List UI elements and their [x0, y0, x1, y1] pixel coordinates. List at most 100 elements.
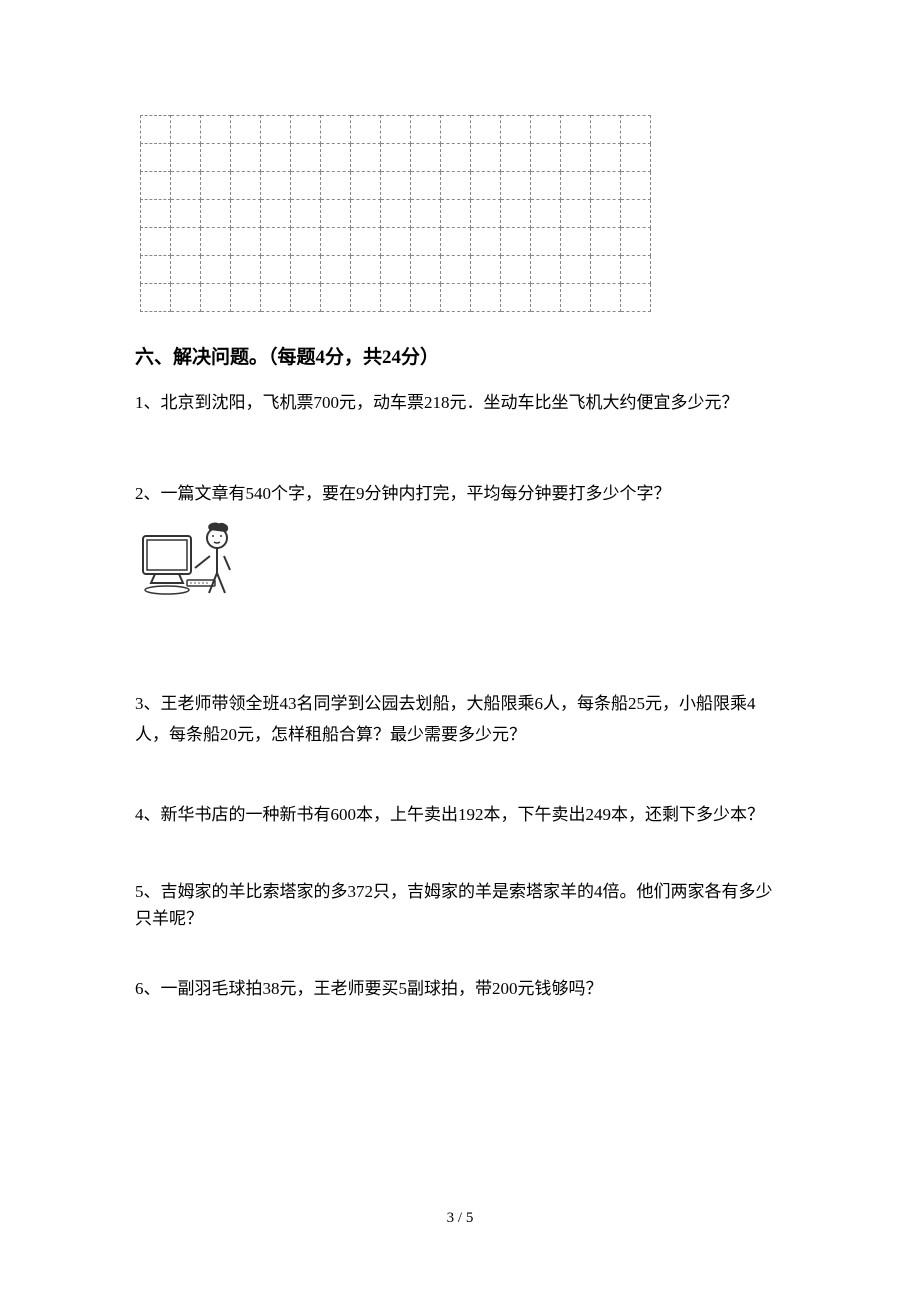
grid-cell: [531, 172, 561, 200]
grid-cell: [531, 116, 561, 144]
grid-cell: [411, 144, 441, 172]
grid-cell: [171, 172, 201, 200]
grid-cell: [351, 284, 381, 312]
grid-cell: [561, 172, 591, 200]
grid-cell: [501, 256, 531, 284]
grid-cell: [231, 172, 261, 200]
grid-cell: [501, 284, 531, 312]
grid-cell: [201, 228, 231, 256]
grid-cell: [411, 256, 441, 284]
grid-cell: [501, 228, 531, 256]
grid-cell: [561, 256, 591, 284]
grid-cell: [171, 228, 201, 256]
grid-cell: [381, 172, 411, 200]
grid-cell: [171, 116, 201, 144]
grid-cell: [291, 116, 321, 144]
grid-cell: [321, 116, 351, 144]
grid-cell: [471, 172, 501, 200]
section-header: 六、解决问题。（每题4分，共24分）: [135, 342, 785, 369]
grid-cell: [321, 228, 351, 256]
grid-cell: [231, 200, 261, 228]
grid-cell: [441, 144, 471, 172]
grid-cell: [141, 200, 171, 228]
grid-cell: [261, 284, 291, 312]
grid-cell: [351, 200, 381, 228]
grid-cell: [531, 200, 561, 228]
grid-cell: [141, 228, 171, 256]
question-4: 4、新华书店的一种新书有600本，上午卖出192本，下午卖出249本，还剩下多少…: [135, 799, 785, 830]
grid-cell: [381, 256, 411, 284]
grid-cell: [591, 172, 621, 200]
question-2: 2、一篇文章有540个字，要在9分钟内打完，平均每分钟要打多少个字？: [135, 478, 785, 509]
grid-cell: [231, 228, 261, 256]
grid-cell: [591, 284, 621, 312]
grid-cell: [471, 284, 501, 312]
grid-cell: [171, 200, 201, 228]
grid-cell: [141, 172, 171, 200]
grid-cell: [261, 144, 291, 172]
grid-cell: [141, 116, 171, 144]
grid-cell: [291, 172, 321, 200]
grid-cell: [201, 256, 231, 284]
grid-cell: [471, 116, 501, 144]
grid-cell: [321, 256, 351, 284]
grid-cell: [321, 144, 351, 172]
grid-cell: [621, 228, 651, 256]
grid-cell: [441, 172, 471, 200]
grid-cell: [231, 144, 261, 172]
grid-cell: [621, 284, 651, 312]
grid-cell: [291, 256, 321, 284]
grid-cell: [381, 116, 411, 144]
grid-cell: [381, 144, 411, 172]
grid-cell: [441, 116, 471, 144]
grid-cell: [171, 284, 201, 312]
grid-cell: [141, 256, 171, 284]
grid-cell: [501, 116, 531, 144]
grid-cell: [561, 284, 591, 312]
grid-cell: [531, 144, 561, 172]
grid-cell: [501, 144, 531, 172]
grid-cell: [441, 200, 471, 228]
grid-cell: [291, 284, 321, 312]
question-3: 3、王老师带领全班43名同学到公园去划船，大船限乘6人，每条船25元，小船限乘4…: [135, 688, 785, 751]
grid-cell: [621, 144, 651, 172]
grid-cell: [441, 256, 471, 284]
grid-cell: [231, 284, 261, 312]
grid-cell: [591, 116, 621, 144]
grid-cell: [471, 144, 501, 172]
grid-cell: [381, 200, 411, 228]
grid-cell: [621, 256, 651, 284]
grid-cell: [411, 200, 441, 228]
grid-cell: [351, 228, 381, 256]
grid-cell: [411, 284, 441, 312]
grid-cell: [411, 228, 441, 256]
grid-cell: [291, 144, 321, 172]
grid-cell: [231, 116, 261, 144]
grid-cell: [501, 200, 531, 228]
grid-cell: [141, 144, 171, 172]
grid-cell: [201, 284, 231, 312]
grid-cell: [231, 256, 261, 284]
grid-cell: [261, 228, 291, 256]
grid-cell: [531, 256, 561, 284]
grid-cell: [351, 116, 381, 144]
grid-cell: [291, 228, 321, 256]
grid-cell: [171, 256, 201, 284]
grid-cell: [351, 144, 381, 172]
answer-grid: [140, 115, 651, 312]
page-number: 3 / 5: [447, 1210, 474, 1227]
grid-cell: [561, 228, 591, 256]
grid-cell: [351, 256, 381, 284]
grid-cell: [261, 172, 291, 200]
grid-cell: [201, 144, 231, 172]
grid-cell: [561, 144, 591, 172]
grid-cell: [291, 200, 321, 228]
grid-cell: [621, 116, 651, 144]
grid-cell: [321, 172, 351, 200]
grid-cell: [621, 172, 651, 200]
grid-cell: [561, 200, 591, 228]
grid-cell: [381, 228, 411, 256]
grid-cell: [411, 172, 441, 200]
grid-cell: [201, 116, 231, 144]
typing-illustration: [135, 518, 250, 613]
